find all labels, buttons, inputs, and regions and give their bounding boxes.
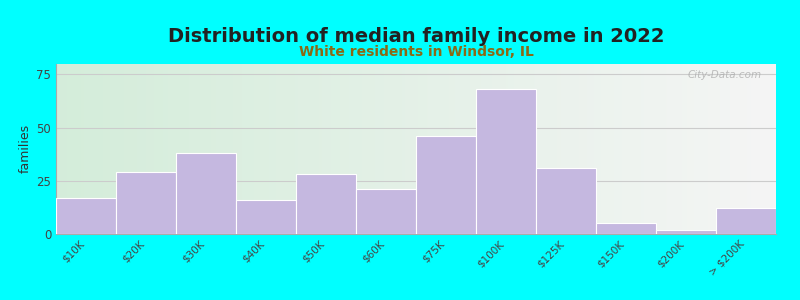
Text: City-Data.com: City-Data.com bbox=[687, 70, 762, 80]
Bar bbox=[536, 168, 596, 234]
Bar bbox=[416, 136, 476, 234]
Text: Distribution of median family income in 2022: Distribution of median family income in … bbox=[168, 27, 664, 46]
Bar bbox=[356, 189, 416, 234]
Bar bbox=[716, 208, 776, 234]
Bar bbox=[176, 153, 236, 234]
Y-axis label: families: families bbox=[19, 124, 32, 173]
Bar bbox=[656, 230, 716, 234]
Bar bbox=[596, 224, 656, 234]
Bar bbox=[296, 174, 356, 234]
Bar bbox=[116, 172, 176, 234]
Bar bbox=[236, 200, 296, 234]
Text: White residents in Windsor, IL: White residents in Windsor, IL bbox=[298, 45, 534, 59]
Bar bbox=[56, 198, 116, 234]
Bar bbox=[476, 89, 536, 234]
